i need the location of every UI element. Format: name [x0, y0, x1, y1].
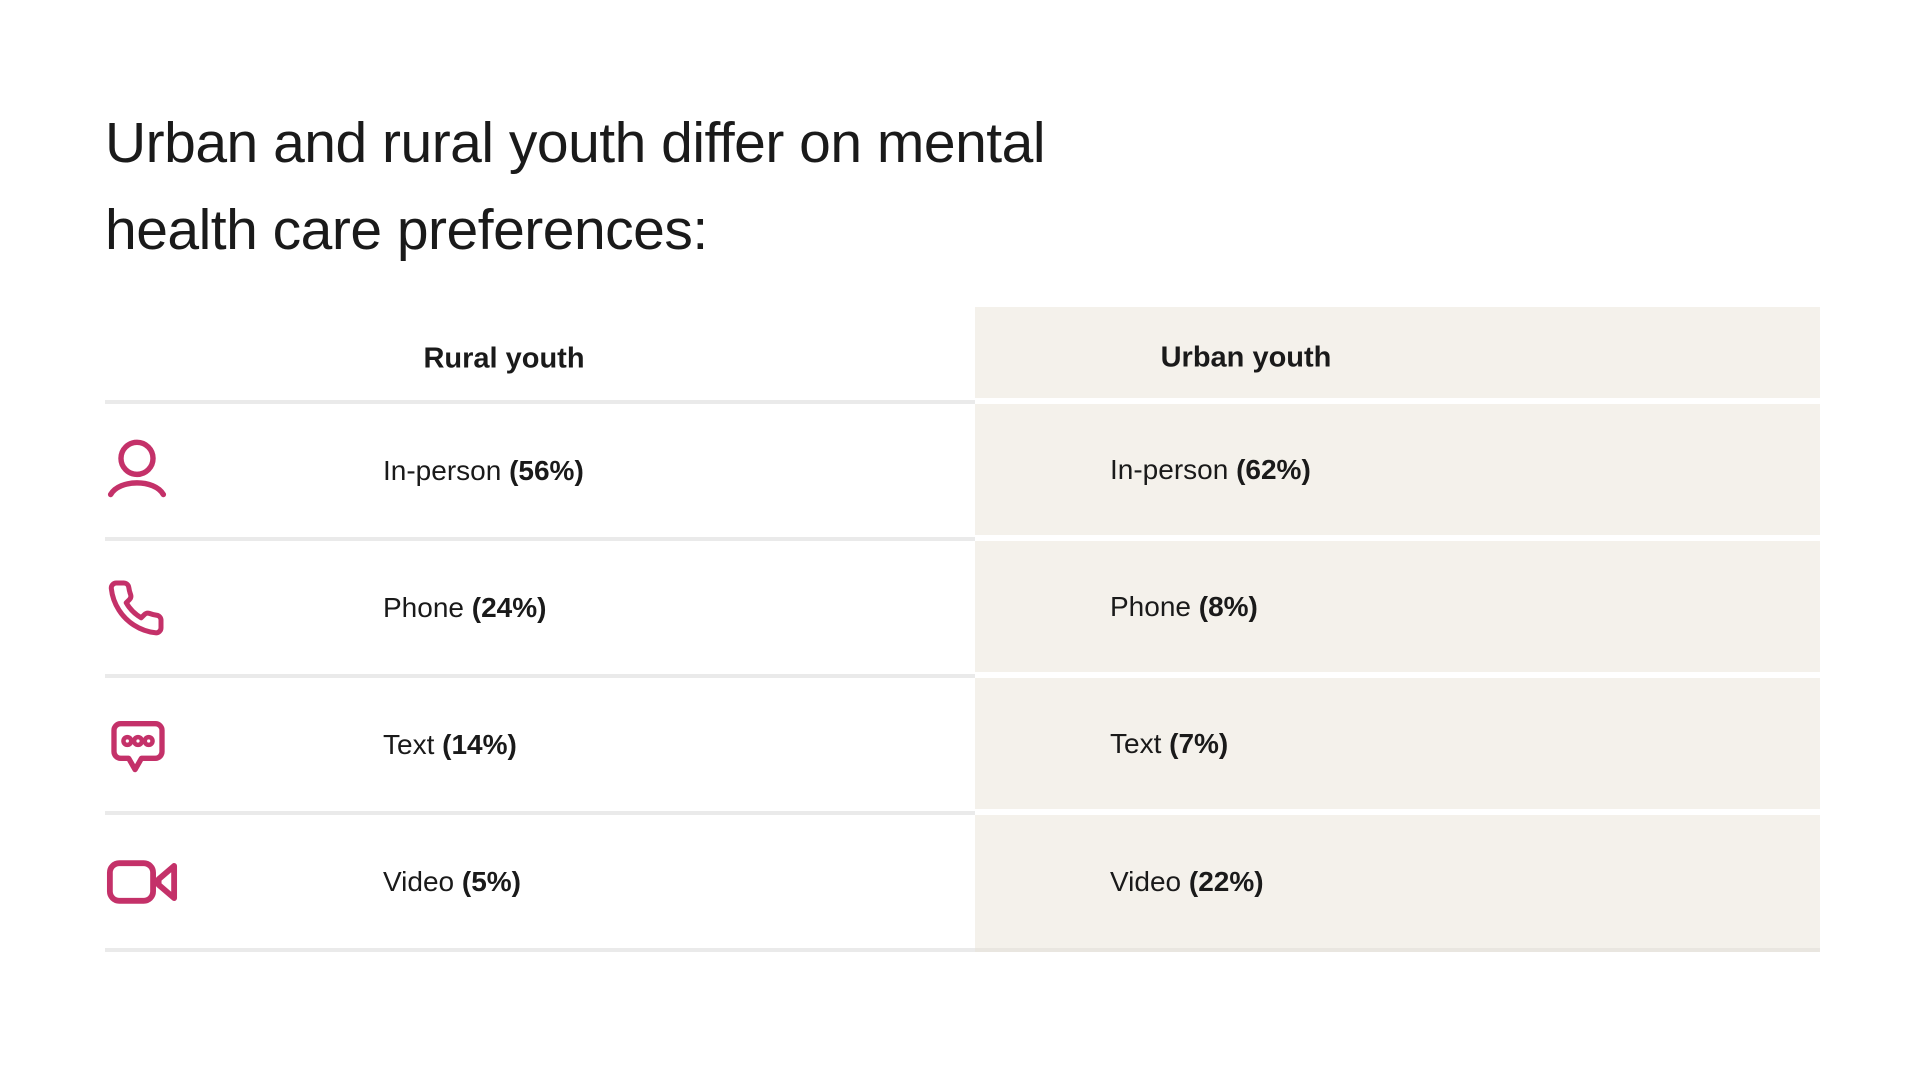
table-row-video: Video (5%) Video (22%) — [105, 815, 1820, 952]
cell-text: Text (7%) — [1110, 728, 1228, 760]
cell-rural-in-person: In-person (56%) — [105, 404, 975, 541]
phone-icon — [106, 578, 180, 638]
column-header-rural: Rural youth — [423, 342, 585, 375]
cell-text: Phone (24%) — [383, 592, 546, 624]
video-icon — [106, 854, 180, 910]
table-row-in-person: In-person (56%) In-person (62%) — [105, 404, 1820, 541]
cell-urban-phone: Phone (8%) — [975, 541, 1820, 678]
header-cell-rural: Rural youth — [105, 307, 975, 404]
preference-value: (62%) — [1236, 453, 1311, 485]
preference-label: Phone — [383, 591, 464, 623]
cell-text: Video (5%) — [383, 866, 521, 898]
preference-label: Video — [383, 865, 455, 897]
title-line-1: Urban and rural youth differ on mental — [105, 111, 1046, 176]
preference-value: (22%) — [1188, 865, 1264, 897]
preference-label: In-person — [1110, 453, 1229, 485]
cell-rural-text: Text (14%) — [105, 678, 975, 815]
cell-urban-in-person: In-person (62%) — [975, 404, 1820, 541]
preference-label: Text — [1110, 727, 1162, 759]
cell-text: Phone (8%) — [1110, 591, 1258, 623]
cell-text: In-person (56%) — [383, 455, 584, 487]
preference-label: Text — [383, 728, 435, 760]
preference-value: (7%) — [1169, 727, 1229, 759]
preference-value: (56%) — [509, 454, 584, 486]
cell-urban-text: Text (7%) — [975, 678, 1820, 815]
preference-value: (24%) — [471, 591, 547, 623]
cell-text: Video (22%) — [1110, 866, 1264, 898]
cell-text: In-person (62%) — [1110, 454, 1311, 486]
header-cell-urban: Urban youth — [975, 307, 1820, 404]
cell-rural-video: Video (5%) — [105, 815, 975, 952]
preference-value: (8%) — [1198, 590, 1258, 622]
preference-value: (5%) — [461, 865, 522, 897]
column-header-urban: Urban youth — [1160, 341, 1332, 374]
preferences-table: Rural youth Urban youth In-person (56%) … — [105, 307, 1820, 952]
cell-urban-video: Video (22%) — [975, 815, 1820, 952]
table-header-row: Rural youth Urban youth — [105, 307, 1820, 404]
preference-label: Video — [1110, 865, 1182, 897]
person-icon — [106, 438, 180, 504]
page-title: Urban and rural youth differ on mental h… — [105, 100, 1046, 274]
table-row-text: Text (14%) Text (7%) — [105, 678, 1820, 815]
table-row-phone: Phone (24%) Phone (8%) — [105, 541, 1820, 678]
preference-label: In-person — [383, 454, 502, 486]
title-line-2: health care preferences: — [105, 198, 708, 263]
preference-label: Phone — [1110, 590, 1191, 622]
cell-text: Text (14%) — [383, 729, 517, 761]
preference-value: (14%) — [442, 728, 517, 760]
cell-rural-phone: Phone (24%) — [105, 541, 975, 678]
chat-icon — [106, 713, 180, 777]
